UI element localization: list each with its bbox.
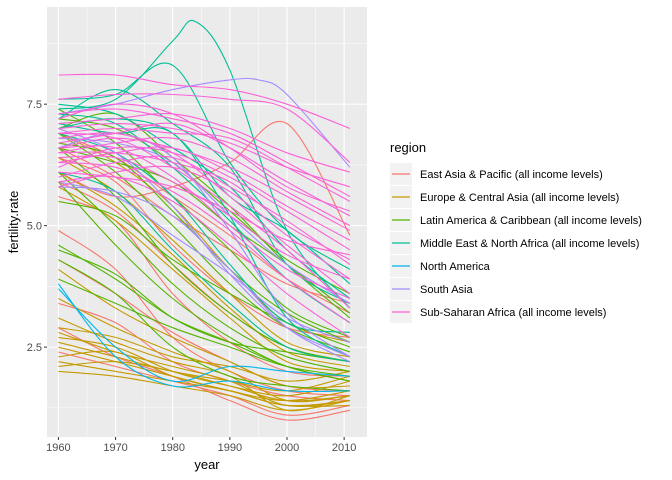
y-tick-label: 5.0 — [27, 221, 42, 233]
panel-background — [47, 7, 367, 437]
series-line — [58, 181, 351, 343]
series-line — [58, 175, 351, 338]
series-line — [58, 123, 351, 188]
series-line — [58, 302, 350, 402]
series-line — [58, 155, 351, 280]
legend-label: South Asia — [420, 284, 473, 296]
series-line — [58, 157, 350, 338]
series-line — [58, 127, 351, 202]
legend-label: Europe & Central Asia (all income levels… — [420, 192, 619, 204]
x-tick-label: 2000 — [275, 442, 299, 454]
series-line — [58, 132, 351, 295]
x-axis: 1960 1970 1980 1990 2000 2010 — [46, 437, 356, 454]
series-line — [58, 103, 351, 212]
series-line — [58, 249, 350, 363]
series-line — [58, 113, 351, 173]
series-line — [58, 351, 350, 416]
series-line — [58, 361, 350, 402]
series-line — [58, 151, 351, 261]
x-tick-label: 1990 — [218, 442, 242, 454]
series-line — [58, 278, 350, 377]
series-line — [58, 73, 351, 130]
series-line — [58, 171, 351, 372]
series-line — [57, 283, 350, 393]
series-line — [58, 108, 351, 197]
y-axis-title: fertility.rate — [6, 191, 21, 254]
series-line — [58, 327, 350, 382]
x-tick-label: 1980 — [160, 442, 184, 454]
series-line — [58, 147, 351, 304]
series-line — [58, 93, 351, 163]
y-axis: 2.5 5.0 7.5 — [27, 99, 47, 354]
y-tick-label: 2.5 — [27, 342, 42, 354]
y-tick-label: 7.5 — [27, 99, 42, 111]
series-line — [58, 186, 351, 363]
series-line — [58, 336, 351, 397]
series-line — [58, 186, 350, 372]
series-line — [58, 137, 351, 231]
legend: region East Asia & Pacific (all income l… — [390, 140, 642, 323]
series-line — [58, 89, 351, 304]
series-line — [58, 145, 351, 300]
series-line — [58, 146, 351, 251]
legend-label: North America — [420, 261, 491, 273]
series-line — [58, 165, 351, 280]
series-line — [58, 155, 351, 265]
series-line — [58, 259, 350, 392]
legend-label: Sub-Saharan Africa (all income levels) — [420, 307, 606, 319]
series-line — [58, 108, 351, 338]
x-tick-label: 1960 — [46, 442, 70, 454]
legend-title: region — [390, 140, 426, 155]
x-tick-label: 2010 — [332, 442, 356, 454]
series-line — [58, 171, 351, 368]
legend-label: Middle East & North Africa (all income l… — [420, 238, 639, 250]
x-tick-label: 1970 — [103, 442, 127, 454]
x-axis-title: year — [194, 457, 220, 472]
series-line — [58, 244, 351, 382]
legend-label: Latin America & Caribbean (all income le… — [420, 215, 642, 227]
series-line — [58, 137, 351, 227]
series-line — [58, 370, 350, 411]
series-line — [58, 288, 350, 383]
series-line — [58, 161, 351, 324]
series-line — [58, 341, 351, 392]
series-line — [58, 19, 351, 309]
legend-label: East Asia & Pacific (all income levels) — [420, 169, 603, 181]
series-lines — [57, 19, 351, 421]
